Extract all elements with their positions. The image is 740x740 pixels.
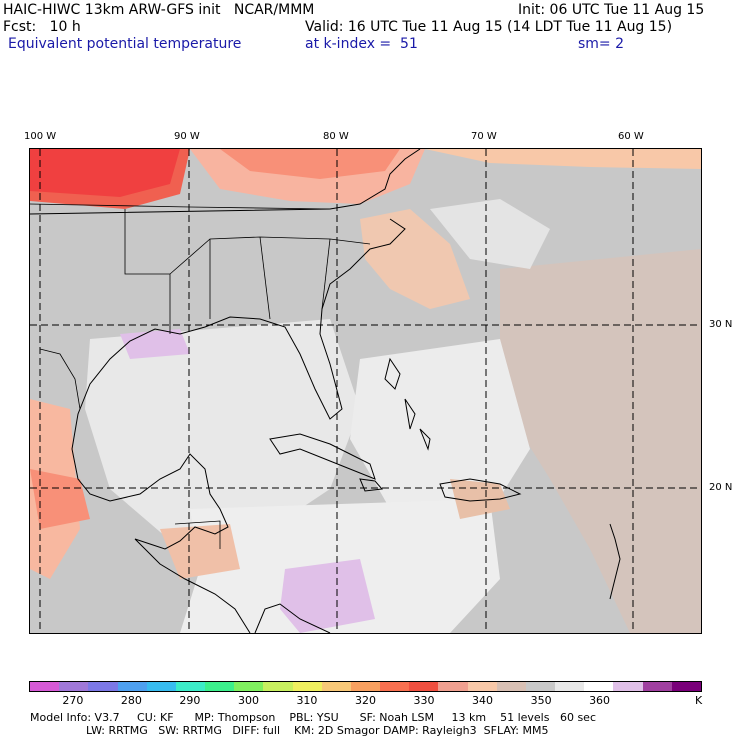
east-atlantic-tan <box>500 249 701 633</box>
colorbar-swatch <box>671 682 701 691</box>
colorbar-swatch <box>350 682 381 691</box>
colorbar-swatch <box>205 682 235 691</box>
lon-label-90w: 90 W <box>174 131 200 142</box>
lat-lon-grid <box>30 149 701 633</box>
colorbar-swatch <box>613 682 643 691</box>
header-title: HAIC-HIWC 13km ARW-GFS init NCAR/MMM <box>3 2 315 18</box>
colorbar-swatch <box>146 682 176 691</box>
gulf-light-region <box>85 319 360 549</box>
lat-label-20n: 20 N <box>709 482 733 493</box>
colorbar-swatch <box>88 682 118 691</box>
political-borders <box>30 203 371 549</box>
colorbar-tick: 320 <box>355 694 376 707</box>
colorbar-tick: 340 <box>472 694 494 707</box>
colorbar-swatch <box>467 682 497 691</box>
colorbar-tick: 360 <box>589 694 611 707</box>
colorbar-swatch <box>59 682 89 691</box>
vertical-level: at k-index = 51 <box>305 36 418 52</box>
footer-physics-info: LW: RRTMG SW: RRTMG DIFF: full KM: 2D Sm… <box>30 724 549 737</box>
atlantic-warm-patch <box>360 209 470 309</box>
colorbar-swatch <box>555 682 585 691</box>
lat-label-30n: 30 N <box>709 319 733 330</box>
colorbar-swatch <box>409 682 439 691</box>
colorbar-tick: 300 <box>237 694 259 707</box>
colorbar-tick: 270 <box>62 694 84 707</box>
forecast-hour: Fcst: 10 h <box>3 19 81 35</box>
colorbar-swatch <box>117 682 147 691</box>
colorbar-swatch <box>584 682 614 691</box>
colorbar-swatch <box>380 682 410 691</box>
colorbar-unit: K <box>695 694 703 707</box>
colorbar <box>29 681 702 692</box>
lon-label-100w: 100 W <box>24 131 57 142</box>
colorbar-swatch <box>438 682 468 691</box>
colorbar-tick: 280 <box>120 694 142 707</box>
lon-label-60w: 60 W <box>618 131 644 142</box>
lon-label-70w: 70 W <box>471 131 497 142</box>
colorbar-tick: 310 <box>296 694 318 707</box>
colorbar-swatch <box>321 682 351 691</box>
smoothing-value: sm= 2 <box>578 36 625 52</box>
coastlines <box>30 149 621 633</box>
lon-label-80w: 80 W <box>323 131 349 142</box>
colorbar-swatch <box>175 682 206 691</box>
colorbar-swatch <box>525 682 556 691</box>
valid-time: Valid: 16 UTC Tue 11 Aug 15 (14 LDT Tue … <box>305 19 673 35</box>
colorbar-tick: 330 <box>413 694 435 707</box>
colorbar-swatch <box>30 682 60 691</box>
colorbar-swatch <box>642 682 672 691</box>
colorbar-tick: 290 <box>179 694 201 707</box>
colorbar-swatch <box>292 682 322 691</box>
lavender-patch-caribbean <box>280 559 375 633</box>
init-time: Init: 06 UTC Tue 11 Aug 15 <box>518 2 705 18</box>
colorbar-swatch <box>496 682 526 691</box>
colorbar-swatch <box>234 682 264 691</box>
map-canvas <box>30 149 701 633</box>
field-name: Equivalent potential temperature <box>8 36 242 52</box>
footer-model-info: Model Info: V3.7 CU: KF MP: Thompson PBL… <box>30 711 596 724</box>
map-plot <box>29 148 702 634</box>
lavender-patch-gulf <box>120 329 190 359</box>
colorbar-tick: 350 <box>530 694 552 707</box>
colorbar-swatch <box>263 682 293 691</box>
colorbar-tick-labels: 270 280 290 300 310 320 330 340 350 360 … <box>29 694 703 707</box>
theta-e-field <box>30 149 701 633</box>
